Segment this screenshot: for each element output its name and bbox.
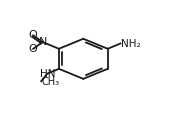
- Text: O: O: [29, 44, 38, 54]
- Text: HN: HN: [40, 69, 55, 79]
- Text: N: N: [38, 37, 47, 47]
- Text: NH₂: NH₂: [121, 39, 141, 48]
- Text: O: O: [29, 30, 38, 40]
- Text: CH₃: CH₃: [41, 77, 59, 87]
